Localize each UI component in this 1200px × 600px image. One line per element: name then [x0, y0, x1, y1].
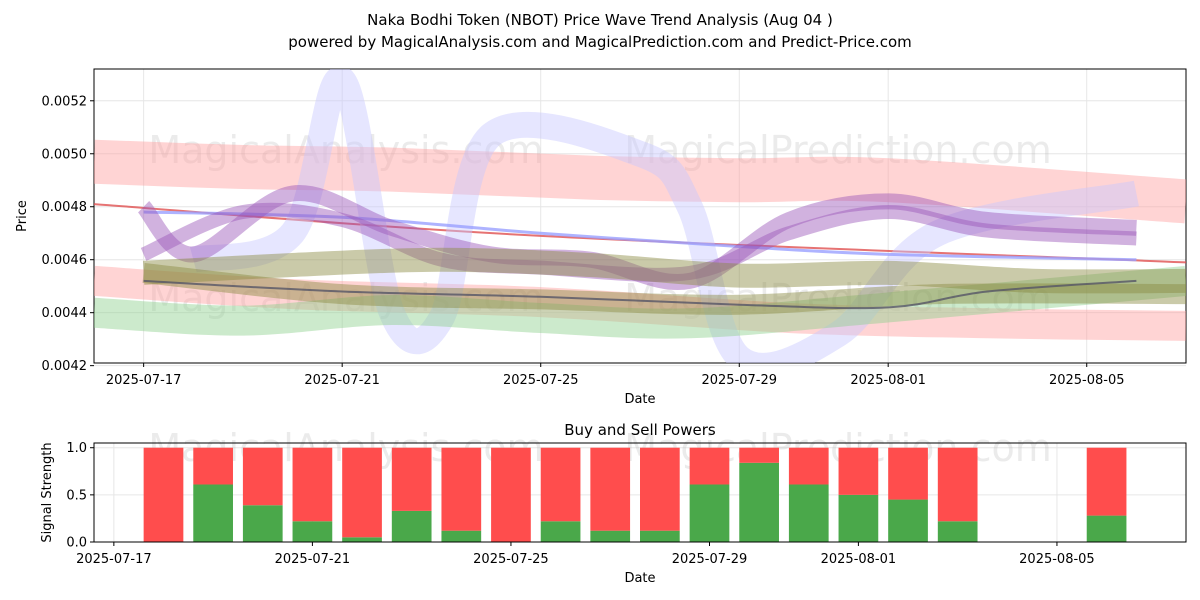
price-series-line-0 — [94, 139, 1186, 224]
price-series-line-5 — [94, 265, 1186, 339]
price-ytick-label: 0.0042 — [42, 359, 88, 374]
sell-bar — [193, 447, 233, 485]
buy-bar — [1086, 515, 1127, 542]
sell-bar — [1086, 447, 1127, 516]
buy-bar — [888, 499, 928, 542]
buy-bar — [193, 484, 233, 542]
sell-bar — [590, 447, 631, 531]
watermark-text: MagicalAnalysis.com — [148, 128, 543, 172]
power-xtick-label: 2025-07-17 — [76, 552, 152, 567]
watermark-text: MagicalPrediction.com — [624, 276, 1052, 320]
price-xtick-label: 2025-08-01 — [850, 373, 926, 388]
buy-bar — [242, 505, 283, 542]
buy-bar — [590, 530, 631, 542]
buy-bar — [441, 530, 482, 542]
sell-bar — [441, 447, 482, 531]
price-series-line-7 — [140, 202, 1137, 282]
power-plot-frame — [93, 442, 1187, 543]
buy-bar — [788, 484, 829, 542]
power-ytick-label: 1.0 — [66, 441, 87, 456]
watermark-text: MagicalAnalysis.com — [148, 276, 543, 320]
power-chart-axes: 0.0 0.5 1.0 2025-07-17 2025-07-21 2025-07-25 2… — [40, 421, 1187, 586]
power-xtick-label: 2025-08-05 — [1019, 552, 1095, 567]
buy-bar — [391, 510, 432, 542]
sell-bar — [540, 447, 581, 522]
price-series-line-1 — [94, 265, 1186, 341]
price-xtick-label: 2025-07-29 — [701, 373, 777, 388]
power-xtick-label: 2025-07-25 — [473, 552, 549, 567]
buy-bar — [540, 521, 581, 542]
price-series-line-8 — [142, 247, 1186, 294]
buy-bar — [689, 484, 730, 542]
buy-bar — [937, 521, 978, 542]
power-xtick-label: 2025-07-29 — [672, 552, 748, 567]
sell-bar — [242, 447, 283, 506]
sell-bar — [838, 447, 879, 495]
price-series-line-6 — [137, 185, 1137, 290]
power-ytick-label: 0.0 — [66, 536, 87, 551]
buy-bar — [838, 494, 879, 542]
price-plot-frame — [93, 68, 1187, 364]
watermark-text: MagicalPrediction.com — [624, 128, 1052, 172]
price-ytick-label: 0.0052 — [42, 94, 88, 109]
sell-bar — [937, 447, 978, 522]
sell-bar — [788, 447, 829, 485]
price-series-line-4 — [143, 210, 1137, 262]
price-series-group — [94, 69, 1186, 363]
power-ytick-label: 0.5 — [66, 488, 87, 503]
price-ytick-label: 0.0048 — [42, 200, 88, 215]
sell-bar — [391, 447, 432, 511]
price-ytick-label: 0.0046 — [42, 253, 88, 268]
price-chart-axes: 0.0042 0.0044 0.0046 0.0048 0.0050 0.0052 2025… — [15, 68, 1187, 407]
price-series-line-10 — [143, 279, 1137, 310]
price-xtick-label: 2025-07-17 — [106, 373, 182, 388]
price-xtick-label: 2025-07-21 — [304, 373, 380, 388]
power-x-axis-label: Date — [624, 571, 655, 586]
price-xtick-label: 2025-07-25 — [503, 373, 579, 388]
price-y-axis-label: Price — [15, 200, 30, 232]
sell-bar — [292, 447, 333, 522]
buy-bar — [342, 537, 382, 542]
sell-bar — [342, 447, 382, 538]
sell-bar — [491, 447, 531, 542]
sell-bar — [143, 447, 184, 542]
power-xtick-label: 2025-07-21 — [275, 552, 351, 567]
price-x-axis-label: Date — [624, 392, 655, 407]
figure-title: Naka Bodhi Token (NBOT) Price Wave Trend… — [367, 11, 833, 29]
buy-bar — [292, 521, 333, 542]
buy-bar — [739, 462, 779, 542]
power-y-axis-label: Signal Strength — [40, 442, 55, 542]
sell-bar — [888, 447, 928, 500]
figure-subtitle: powered by MagicalAnalysis.com and Magic… — [288, 33, 912, 51]
power-xtick-label: 2025-08-01 — [821, 552, 897, 567]
sell-bar — [640, 447, 680, 531]
sell-bar — [689, 447, 730, 485]
sell-bar — [739, 447, 779, 463]
buy-bar — [640, 530, 680, 542]
price-ytick-label: 0.0044 — [42, 306, 88, 321]
price-xtick-label: 2025-08-05 — [1049, 373, 1125, 388]
power-chart-title: Buy and Sell Powers — [564, 421, 716, 439]
price-ytick-label: 0.0050 — [42, 147, 88, 162]
